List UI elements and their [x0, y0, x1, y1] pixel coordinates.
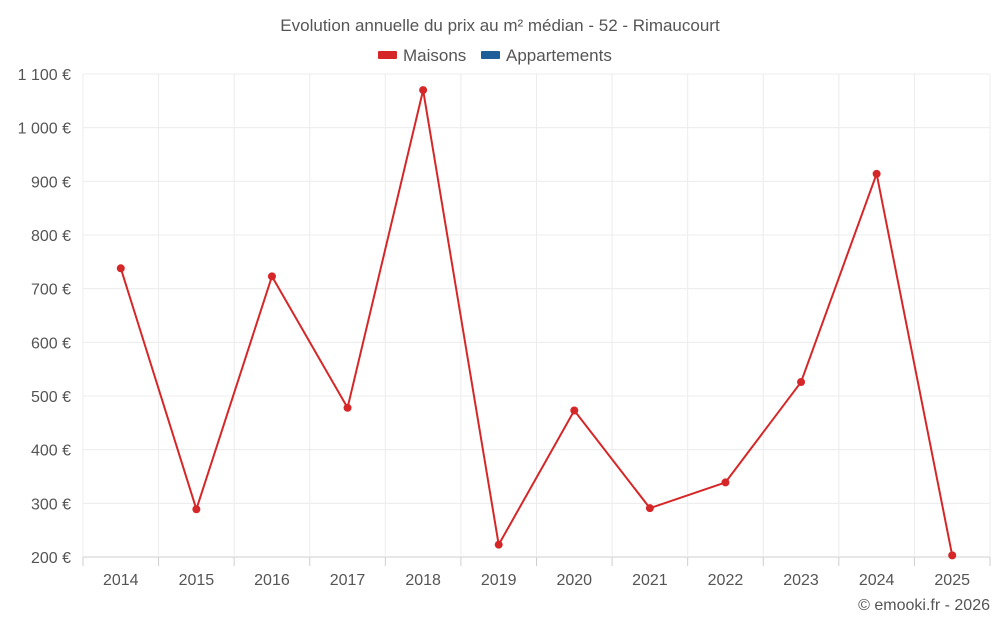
x-tick-label: 2019	[481, 572, 517, 589]
y-tick-label: 200 €	[31, 550, 71, 567]
data-point-2022[interactable]	[721, 478, 730, 487]
series-maisons	[116, 86, 957, 560]
y-tick-label: 600 €	[31, 335, 71, 352]
y-axis-ticks: 200 € 300 € 400 € 500 € 600 € 700 € 800 € 900 €…	[18, 67, 71, 567]
y-tick-label: 1 000 €	[18, 121, 71, 138]
x-tick-label: 2018	[405, 572, 441, 589]
x-tick-label: 2014	[103, 572, 139, 589]
data-point-2014[interactable]	[116, 264, 125, 273]
x-axis-ticks: 2014 2015 2016 2017 2018 2019 2020 2021 2022 2023…	[103, 572, 970, 589]
legend-swatch-appartements	[481, 51, 500, 59]
legend-swatch-maisons	[378, 51, 397, 59]
x-tick-label: 2020	[556, 572, 592, 589]
x-tick-label: 2021	[632, 572, 668, 589]
x-tick-label: 2016	[254, 572, 290, 589]
legend-item-maisons[interactable]: Maisons	[378, 46, 466, 65]
y-tick-label: 400 €	[31, 443, 71, 460]
data-point-2018[interactable]	[419, 86, 428, 95]
legend-label-maisons: Maisons	[403, 46, 466, 65]
x-tick-label: 2022	[708, 572, 744, 589]
y-tick-label: 700 €	[31, 282, 71, 299]
data-point-2015[interactable]	[192, 505, 201, 514]
chart-title: Evolution annuelle du prix au m² médian …	[280, 16, 720, 35]
data-point-2021[interactable]	[645, 504, 654, 513]
y-tick-label: 500 €	[31, 389, 71, 406]
legend-label-appartements: Appartements	[506, 46, 612, 65]
legend-item-appartements[interactable]: Appartements	[481, 46, 612, 65]
x-tick-label: 2024	[859, 572, 895, 589]
x-tick-label: 2025	[934, 572, 970, 589]
x-tick-label: 2017	[330, 572, 366, 589]
y-tick-label: 900 €	[31, 174, 71, 191]
data-point-2017[interactable]	[343, 403, 352, 412]
x-tick-label: 2015	[179, 572, 215, 589]
data-point-2024[interactable]	[872, 169, 881, 178]
grid	[82, 73, 991, 566]
data-point-2020[interactable]	[570, 406, 579, 415]
data-point-2019[interactable]	[494, 540, 503, 549]
legend: Maisons Appartements	[378, 46, 612, 65]
credit-text: © emooki.fr - 2026	[858, 597, 990, 614]
x-tick-label: 2023	[783, 572, 819, 589]
series-line	[119, 89, 954, 556]
y-tick-label: 300 €	[31, 496, 71, 513]
data-point-2023[interactable]	[797, 378, 806, 387]
y-tick-label: 1 100 €	[18, 67, 71, 84]
y-tick-label: 800 €	[31, 228, 71, 245]
data-point-2016[interactable]	[267, 272, 276, 281]
data-point-2025[interactable]	[948, 551, 957, 560]
